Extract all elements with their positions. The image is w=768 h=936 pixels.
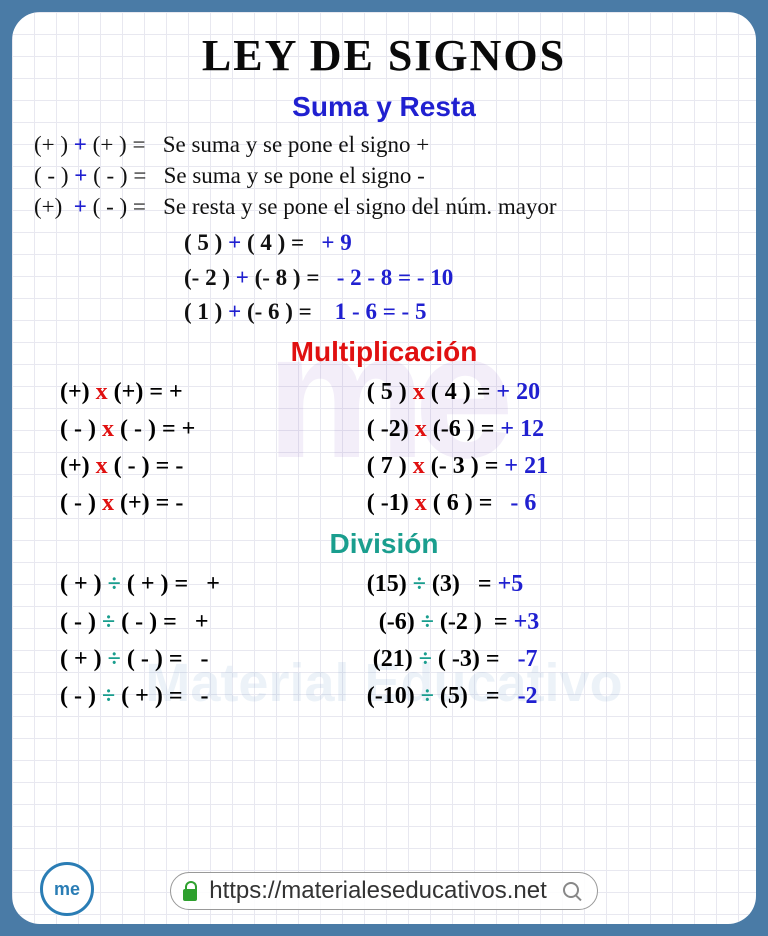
mult-grid: (+) x (+) = + ( 5 ) x ( 4 ) = + 20 ( - )…: [34, 374, 734, 523]
div-rule: ( + ) ÷ ( + ) = +: [60, 566, 357, 603]
suma-example: ( 5 ) + ( 4 ) = + 9: [34, 226, 734, 261]
div-grid: ( + ) ÷ ( + ) = + (15) ÷ (3) = +5 ( - ) …: [34, 566, 734, 715]
suma-examples: ( 5 ) + ( 4 ) = + 9 (- 2 ) + (- 8 ) = - …: [34, 226, 734, 330]
div-example: (-6) ÷ (-2 ) = +3: [367, 604, 708, 641]
mult-example: ( 7 ) x (- 3 ) = + 21: [367, 448, 708, 485]
suma-example: (- 2 ) + (- 8 ) = - 2 - 8 = - 10: [34, 261, 734, 296]
mult-rule: ( - ) x (+) = -: [60, 485, 357, 522]
section-title-mult: Multiplicación: [34, 336, 734, 368]
suma-rule: (+ ) + (+ ) = Se suma y se pone el signo…: [34, 129, 734, 160]
suma-example: ( 1 ) + (- 6 ) = 1 - 6 = - 5: [34, 295, 734, 330]
mult-rule: ( - ) x ( - ) = +: [60, 411, 357, 448]
source-url-pill: https://materialeseducativos.net: [170, 872, 598, 910]
lock-icon: [181, 881, 199, 901]
mult-rule: (+) x (+) = +: [60, 374, 357, 411]
footer: https://materialeseducativos.net: [12, 872, 756, 910]
mult-example: ( -2) x (-6 ) = + 12: [367, 411, 708, 448]
suma-rule: ( - ) + ( - ) = Se suma y se pone el sig…: [34, 160, 734, 191]
div-rule: ( - ) ÷ ( - ) = +: [60, 604, 357, 641]
mult-rule: (+) x ( - ) = -: [60, 448, 357, 485]
suma-rules: (+ ) + (+ ) = Se suma y se pone el signo…: [34, 129, 734, 222]
mult-example: ( 5 ) x ( 4 ) = + 20: [367, 374, 708, 411]
source-url: https://materialeseducativos.net: [209, 877, 547, 905]
div-rule: ( + ) ÷ ( - ) = -: [60, 641, 357, 678]
div-rule: ( - ) ÷ ( + ) = -: [60, 678, 357, 715]
infographic-card: me Material Educativo LEY DE SIGNOS Suma…: [12, 12, 756, 924]
div-example: (-10) ÷ (5) = -2: [367, 678, 708, 715]
suma-rule: (+) + ( - ) = Se resta y se pone el sign…: [34, 191, 734, 222]
div-example: (15) ÷ (3) = +5: [367, 566, 708, 603]
section-title-suma: Suma y Resta: [34, 91, 734, 123]
search-icon: [563, 882, 581, 900]
section-title-div: División: [34, 528, 734, 560]
page-title: LEY DE SIGNOS: [34, 30, 734, 81]
div-example: (21) ÷ ( -3) = -7: [367, 641, 708, 678]
mult-example: ( -1) x ( 6 ) = - 6: [367, 485, 708, 522]
